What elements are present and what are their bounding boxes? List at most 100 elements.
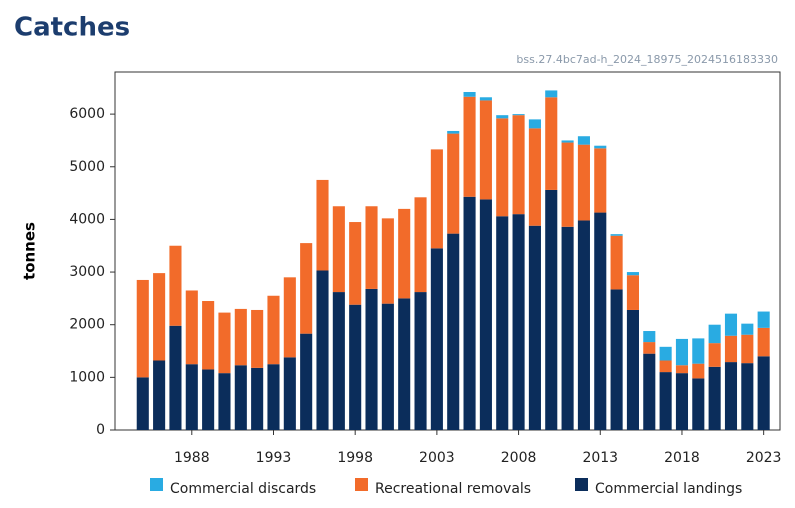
bar-segment bbox=[218, 312, 231, 374]
bar-segment bbox=[381, 303, 394, 430]
bar-segment bbox=[251, 367, 264, 430]
bar-segment bbox=[708, 366, 721, 430]
bar-segment bbox=[610, 234, 623, 236]
bar-segment bbox=[528, 119, 541, 129]
bar-segment bbox=[512, 214, 525, 430]
y-tick-label: 5000 bbox=[69, 159, 105, 175]
legend-label: Commercial landings bbox=[595, 481, 742, 497]
bar-segment bbox=[692, 338, 705, 364]
bar-segment bbox=[626, 309, 639, 430]
bar-segment bbox=[479, 199, 492, 430]
bar-segment bbox=[757, 327, 770, 357]
bar-segment bbox=[153, 273, 166, 361]
bar-segment bbox=[545, 97, 558, 190]
bar-segment bbox=[447, 233, 460, 430]
bar-segment bbox=[267, 364, 280, 430]
bar-segment bbox=[447, 130, 460, 134]
bar-segment bbox=[300, 243, 313, 334]
bar-segment bbox=[283, 357, 296, 430]
bar-segment bbox=[332, 292, 345, 430]
bar-segment bbox=[430, 248, 443, 430]
bar-segment bbox=[610, 235, 623, 290]
legend-label: Recreational removals bbox=[375, 481, 531, 497]
bar-segment bbox=[692, 378, 705, 430]
x-tick-label: 1988 bbox=[174, 450, 210, 466]
x-tick-label: 1993 bbox=[256, 450, 292, 466]
bar-segment bbox=[234, 365, 247, 430]
bar-segment bbox=[643, 331, 656, 343]
bar-segment bbox=[561, 140, 574, 143]
bar-segment bbox=[136, 377, 149, 430]
bar-segment bbox=[643, 353, 656, 430]
bar-segment bbox=[610, 289, 623, 430]
bar-segment bbox=[757, 356, 770, 430]
bar-segment bbox=[496, 216, 509, 430]
bar-segment bbox=[561, 142, 574, 227]
bar-segment bbox=[496, 115, 509, 119]
y-tick-label: 6000 bbox=[69, 106, 105, 122]
bar-segment bbox=[724, 335, 738, 363]
bar-segment bbox=[496, 118, 509, 217]
bar-segment bbox=[316, 270, 329, 430]
legend-swatch bbox=[150, 478, 163, 491]
bar-segment bbox=[675, 338, 689, 366]
bar-segment bbox=[349, 304, 362, 430]
bar-segment bbox=[528, 128, 541, 226]
bar-segment bbox=[675, 365, 689, 374]
bar-segment bbox=[365, 288, 378, 430]
bar-segment bbox=[528, 225, 541, 430]
bar-segment bbox=[463, 196, 476, 430]
legend-label: Commercial discards bbox=[170, 481, 316, 497]
bar-segment bbox=[414, 197, 427, 293]
x-tick-label: 2018 bbox=[664, 450, 700, 466]
bar-segment bbox=[202, 301, 215, 370]
bar-segment bbox=[414, 292, 427, 430]
x-tick-label: 2023 bbox=[746, 450, 782, 466]
y-tick-label: 2000 bbox=[69, 317, 105, 333]
bar-segment bbox=[626, 275, 639, 310]
bar-segment bbox=[643, 342, 656, 354]
bar-segment bbox=[741, 363, 754, 430]
bar-segment bbox=[430, 149, 443, 249]
bar-segment bbox=[659, 360, 672, 373]
bar-segment bbox=[202, 369, 215, 430]
bar-segment bbox=[594, 145, 607, 149]
x-tick-label: 2008 bbox=[501, 450, 537, 466]
bar-segment bbox=[692, 363, 705, 379]
bar-segment bbox=[741, 323, 754, 335]
bar-segment bbox=[659, 346, 672, 361]
bar-segment bbox=[185, 364, 198, 430]
bar-segment bbox=[577, 220, 590, 430]
bar-segment bbox=[512, 115, 525, 215]
bar-segment bbox=[218, 373, 231, 430]
bar-segment bbox=[381, 218, 394, 304]
y-tick-label: 3000 bbox=[69, 264, 105, 280]
bar-segment bbox=[545, 189, 558, 430]
bar-segment bbox=[463, 92, 476, 97]
bar-segment bbox=[479, 100, 492, 200]
y-tick-label: 1000 bbox=[69, 369, 105, 385]
bar-segment bbox=[463, 96, 476, 197]
bar-segment bbox=[398, 208, 411, 299]
bar-segment bbox=[398, 298, 411, 430]
bar-segment bbox=[479, 97, 492, 101]
bar-segment bbox=[365, 206, 378, 289]
x-tick-label: 1998 bbox=[337, 450, 373, 466]
bar-segment bbox=[169, 325, 182, 430]
bar-segment bbox=[267, 295, 280, 365]
bar-segment bbox=[594, 212, 607, 430]
bar-segment bbox=[724, 313, 738, 336]
x-tick-label: 2003 bbox=[419, 450, 455, 466]
bar-segment bbox=[234, 308, 247, 366]
bar-segment bbox=[316, 179, 329, 271]
bar-segment bbox=[169, 245, 182, 326]
bar-segment bbox=[185, 290, 198, 365]
bar-segment bbox=[675, 373, 689, 430]
bar-segment bbox=[626, 272, 639, 276]
bar-segment bbox=[251, 309, 264, 368]
bar-segment bbox=[153, 360, 166, 430]
bar-segment bbox=[332, 206, 345, 293]
y-tick-label: 0 bbox=[96, 422, 105, 438]
bar-segment bbox=[708, 343, 721, 367]
